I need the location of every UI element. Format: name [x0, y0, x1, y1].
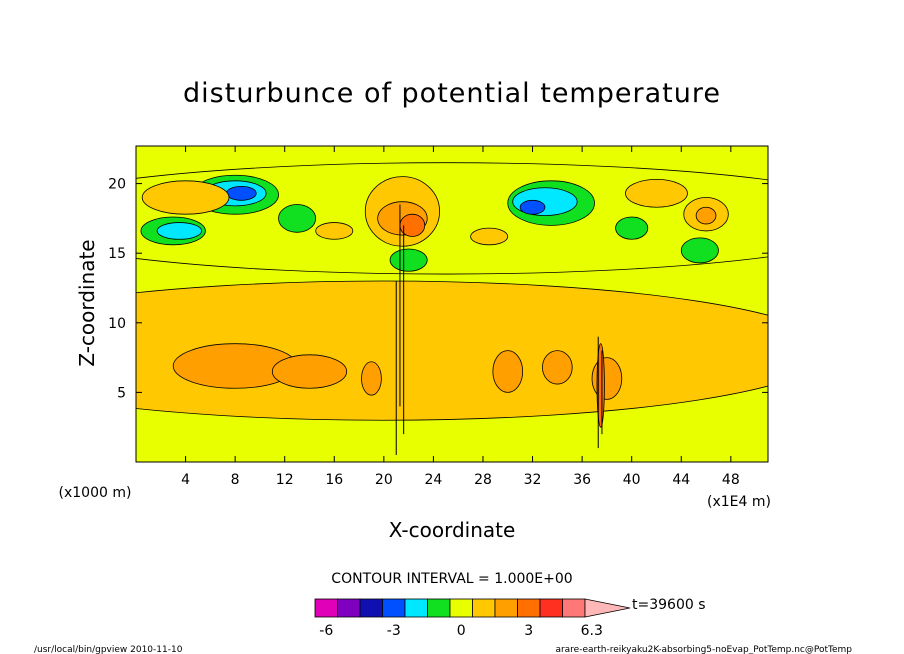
chart-title: disturbunce of potential temperature: [183, 78, 721, 109]
contour-region-16: [156, 222, 203, 240]
contour-region-10: [278, 204, 317, 233]
colorbar-label-0: -6: [319, 623, 333, 639]
x-tick-label-32: 32: [524, 472, 542, 488]
x-tick-label-28: 28: [474, 472, 492, 488]
y-tick-label-5: 5: [117, 385, 126, 401]
colorbar-swatch-5: [427, 598, 451, 618]
colorbar-swatch-9: [517, 598, 541, 618]
contour-region-19: [519, 199, 546, 215]
colorbar-swatch-6: [449, 598, 473, 618]
contour-region-20: [141, 180, 230, 215]
contour-region-27: [315, 222, 354, 240]
contour-region-14: [389, 248, 428, 272]
x-axis-ticks: 4 8 12 16 20 24 28 32 36 40 44 48: [181, 146, 740, 488]
y-axis-label: Z-coordinate: [75, 239, 99, 366]
colorbar-swatch-4: [404, 598, 428, 618]
contour-region-4: [542, 350, 573, 385]
x-tick-label-12: 12: [276, 472, 294, 488]
footer-right: arare-earth-reikyaku2K-absorbing5-noEvap…: [555, 645, 852, 654]
colorbar-swatch-0: [314, 598, 338, 618]
x-unit-label: (x1E4 m): [707, 494, 771, 510]
y-tick-label-15: 15: [108, 246, 126, 262]
y-axis-ticks: 5 10 15 20: [108, 177, 768, 401]
contour-region-6: [361, 361, 382, 396]
footer-left: /usr/local/bin/gpview 2010-11-10: [34, 645, 183, 654]
contour-region-2: [271, 354, 348, 389]
y-unit-label: (x1000 m): [59, 485, 132, 501]
colorbar-label-3: 3: [524, 623, 533, 639]
colorbar-arrow: [584, 598, 631, 618]
contour-region-26: [695, 206, 717, 225]
plot-frame: [135, 145, 769, 463]
x-tick-label-20: 20: [375, 472, 393, 488]
colorbar-swatch-8: [494, 598, 518, 618]
plot-area: [136, 146, 768, 462]
y-tick-label-20: 20: [108, 177, 126, 193]
contour-region-5: [591, 357, 623, 400]
colorbar: -6 -3 0 3 6.3: [314, 598, 631, 639]
colorbar-label-4: 6.3: [581, 623, 603, 639]
colorbar-swatch-3: [382, 598, 406, 618]
x-tick-label-40: 40: [623, 472, 641, 488]
colorbar-swatch-10: [539, 598, 563, 618]
contour-region-3: [492, 350, 524, 393]
contour-region-28: [470, 227, 509, 246]
contour-region-21: [625, 179, 688, 208]
colorbar-swatch-1: [337, 598, 361, 618]
contour-region-13: [680, 237, 719, 264]
x-tick-label-16: 16: [325, 472, 343, 488]
colorbar-swatch-2: [359, 598, 383, 618]
colorbar-label-1: -3: [387, 623, 401, 639]
contour-region-7: [136, 162, 768, 275]
contour-region-29: [596, 343, 605, 428]
contour-region-12: [615, 216, 649, 240]
colorbar-swatch-11: [562, 598, 586, 618]
contour-region-18: [226, 185, 257, 201]
x-tick-label-24: 24: [424, 472, 442, 488]
x-tick-label-36: 36: [573, 472, 591, 488]
x-tick-label-4: 4: [181, 472, 190, 488]
colorbar-label-2: 0: [457, 623, 466, 639]
x-tick-label-8: 8: [231, 472, 240, 488]
contour-interval-label: CONTOUR INTERVAL = 1.000E+00: [331, 571, 572, 587]
x-tick-label-48: 48: [722, 472, 740, 488]
y-tick-label-10: 10: [108, 316, 126, 332]
time-label: t=39600 s: [632, 597, 706, 613]
x-tick-label-44: 44: [672, 472, 690, 488]
colorbar-swatch-7: [472, 598, 496, 618]
x-axis-label: X-coordinate: [389, 518, 516, 542]
